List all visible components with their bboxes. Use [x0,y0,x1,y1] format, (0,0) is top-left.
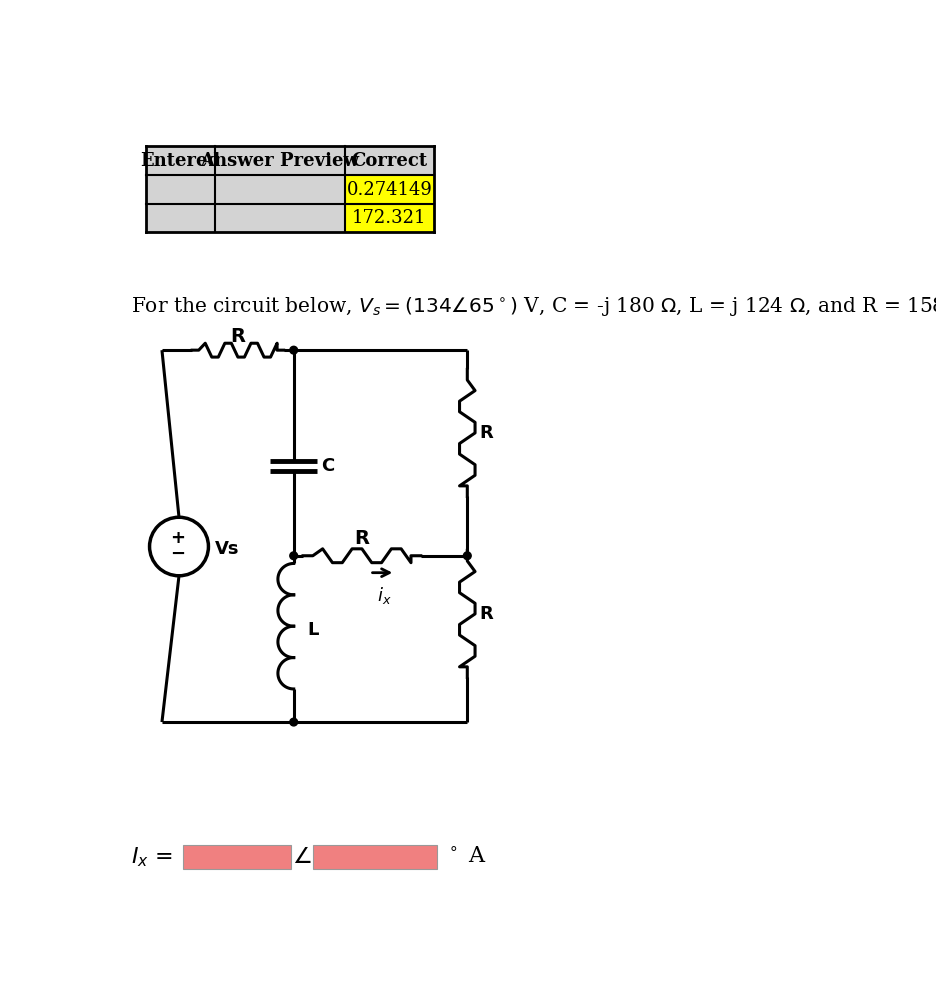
Bar [214,176,344,204]
Text: R: R [479,424,492,442]
Text: Correct: Correct [351,152,428,170]
Bar [146,204,214,232]
Text: Entered: Entered [140,152,221,170]
Text: 0.274149: 0.274149 [346,181,432,199]
Bar [146,146,214,176]
Bar [344,176,434,204]
Text: C: C [322,457,335,475]
Bar [344,204,434,232]
Text: Vs: Vs [214,540,240,558]
Text: 172.321: 172.321 [352,210,427,227]
Text: $^\circ$ A: $^\circ$ A [445,846,487,868]
Circle shape [463,552,471,560]
Text: Answer Preview: Answer Preview [200,152,359,170]
Text: For the circuit below, $V_s = (134\angle 65^\circ)$ V, C = -j 180 $\Omega$, L = : For the circuit below, $V_s = (134\angle… [131,295,936,318]
Text: $i_x$: $i_x$ [377,585,391,607]
Circle shape [290,718,298,726]
Bar [183,844,291,869]
Text: $\angle$: $\angle$ [292,846,312,868]
Text: −: − [170,544,185,562]
Bar [146,176,214,204]
Bar [344,146,434,176]
Circle shape [290,347,298,355]
Text: R: R [355,529,370,548]
Bar [313,844,437,869]
Text: R: R [230,327,245,346]
Bar [214,204,344,232]
Bar [214,146,344,176]
Text: $I_x$ =: $I_x$ = [131,845,172,869]
Bar [344,204,434,232]
Text: +: + [170,529,185,547]
Text: L: L [308,621,319,639]
Circle shape [290,552,298,560]
Bar [344,176,434,204]
Text: R: R [479,605,492,623]
